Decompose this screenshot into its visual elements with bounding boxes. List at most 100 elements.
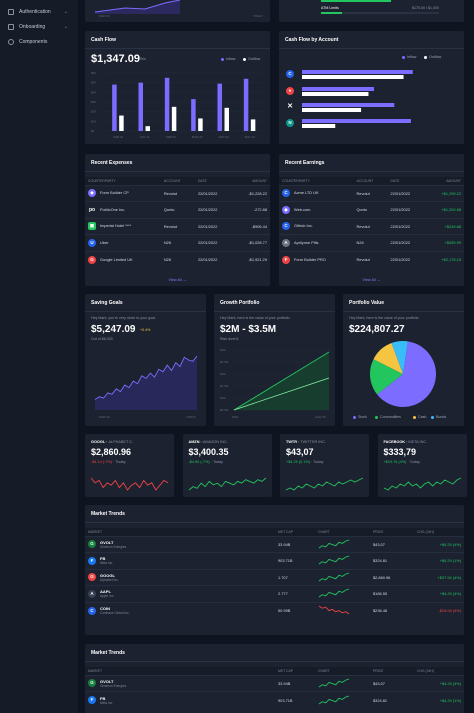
- lock-icon: [8, 9, 14, 15]
- market-price: $324.81: [370, 552, 414, 569]
- divider: [343, 311, 464, 312]
- date: 22/01/2022: [194, 184, 234, 202]
- table-row[interactable]: U Uber N26 22/01/2022 -$1,028.77: [85, 234, 270, 251]
- table-row[interactable]: C COIN Coinbase Global Inc. 50.99B $236.48…: [85, 601, 464, 619]
- x-tick-label: FEB 22: [113, 135, 123, 139]
- market-cap: 903.71B: [275, 691, 315, 708]
- savings-change: +0.4%: [140, 328, 151, 332]
- account: Qonto: [160, 201, 195, 218]
- market-cap: 2.777: [275, 585, 315, 602]
- y-tick-label: $0.5M: [220, 408, 229, 412]
- col-header: DATE: [194, 177, 234, 185]
- view-all-link[interactable]: View All →: [168, 278, 187, 282]
- bar-inflow: [164, 77, 170, 131]
- stock-card-amzn[interactable]: AMZN · AMAZON INC. $3,400.35 -$4.90 (-7%…: [182, 434, 272, 497]
- date: 22/01/2022: [387, 184, 426, 202]
- card-title: Cash Flow: [91, 37, 117, 43]
- table-row[interactable]: F FB Meta Inc. 903.71B $324.81 +$4.29 (1%): [85, 552, 464, 569]
- table-row[interactable]: G GVOLT Givemon Energies 33.94B $43,07 +$4…: [85, 535, 464, 553]
- stock-price: $43,07: [286, 447, 314, 457]
- table-row[interactable]: G GOOGL Alphabet Inc. 1.707 $2,860.96 +$37…: [85, 568, 464, 586]
- sidebar-item-components[interactable]: Components: [0, 36, 78, 48]
- table-row[interactable]: ◆ Form Builder CP Revolut 22/01/2022 -$1,228…: [85, 184, 270, 202]
- market-trends-card: Market Trends MARKET MKT CAP CHART PRICE CHG…: [85, 505, 464, 635]
- growth-area-chart: $3M $2.5M $2M $1.5M $1M $0.5M: [220, 348, 330, 412]
- y-tick-label: $3K: [91, 100, 96, 104]
- stock-symbol: TWTR · TWITTER INC.: [286, 440, 326, 444]
- stock-sparkline: [285, 477, 364, 491]
- table-row[interactable]: ▣ Imperial Hotel **** Revolut 22/01/2022 -$9…: [85, 217, 270, 235]
- trend-sparkline: [318, 588, 350, 598]
- sidebar-item-label: Components: [19, 39, 48, 45]
- divider: [85, 661, 464, 662]
- account: Revolut: [160, 217, 195, 235]
- amount: -$1,228.22: [233, 184, 270, 202]
- bar-inflow: [191, 99, 196, 131]
- market-change: +$4.29 (4%): [414, 585, 464, 602]
- market-logo-icon: G: [88, 573, 96, 582]
- upper-line: [233, 351, 330, 411]
- market-price: $186.55: [370, 585, 414, 602]
- growth-portfolio-card: Growth Portfolio Hey Mark, here is the v…: [214, 294, 335, 426]
- date: 22/01/2022: [387, 250, 426, 268]
- counterparty: Imperial Hotel ****: [100, 223, 132, 229]
- risk-level: Risk level 8: [220, 337, 239, 341]
- growth-value: $2M - $3.5M: [220, 324, 277, 335]
- sparkline-path: [318, 695, 350, 704]
- amount: -$1,921.29: [233, 250, 270, 268]
- stock-price: $2,860.96: [91, 447, 132, 457]
- date: 22/01/2022: [387, 201, 426, 218]
- stock-change: +$19.76 (4%) · Today: [383, 460, 420, 464]
- pie-slice-stock: [377, 341, 436, 407]
- col-header: MARKET: [85, 667, 275, 675]
- stock-price: $333,79: [383, 447, 417, 457]
- table-row[interactable]: F Form Builder PRO Revolut 22/01/2022 +$2,17…: [279, 250, 464, 268]
- market-price: $236.48: [370, 601, 414, 619]
- table-row[interactable]: A AAPL Apple Inc. 2.777 $186.55 +$4.29 (4%…: [85, 585, 464, 602]
- market-change: -$24.06 (4%): [414, 601, 464, 619]
- sparkline-path: [90, 477, 169, 491]
- saving-goals-card: Saving Goals Hey Mark, you're very close…: [85, 294, 206, 426]
- uber-icon: U: [88, 238, 96, 247]
- sidebar-item-onboarding[interactable]: Onboarding ⌄: [0, 21, 78, 33]
- sidebar-item-label: Authentication: [19, 9, 51, 15]
- stock-card-twtr[interactable]: TWTR · TWITTER INC. $43,07 +$4.29 (0.1%)…: [280, 434, 369, 497]
- table-row[interactable]: po PublicOne Inc. Qonto 22/01/2022 -272.88: [85, 201, 270, 218]
- market-name: Givemon Energies: [100, 683, 127, 688]
- stock-card-facebook[interactable]: FACEBOOK · META INC. $333,79 +$19.76 (4%…: [377, 434, 467, 497]
- x-tick-label: MAY 22: [245, 135, 256, 139]
- card-title: Portfolio Value: [349, 300, 385, 306]
- account: N26: [160, 250, 195, 268]
- account: N26: [353, 234, 388, 251]
- table-row[interactable]: C Acme LTD UK Revolut 22/01/2022 +$1,299.22: [279, 184, 464, 202]
- table-row[interactable]: A Aprilynne Pills N26 22/01/2022 +$499.99: [279, 234, 464, 251]
- table-row[interactable]: G Google Limited UK N26 22/01/2022 -$1,921.2…: [85, 250, 270, 268]
- market-change: +$4.29 (1%): [414, 691, 464, 708]
- bar-inflow: [302, 87, 374, 91]
- stock-change: -$4.90 (-7%) · Today: [188, 460, 224, 464]
- market-cap: 50.99B: [275, 601, 315, 619]
- table-row[interactable]: ◆ Web.com Qonto 22/01/2022 +$1,200.88: [279, 201, 464, 218]
- market-price: $2,860.96: [370, 568, 414, 586]
- savings-value: $5,247.09: [91, 324, 136, 335]
- bar-inflow: [243, 78, 249, 131]
- atm-progress-track: [321, 12, 439, 14]
- market-change: +$4.29 (4%): [414, 674, 464, 692]
- progress-bar: [321, 0, 391, 2]
- sidebar-item-authentication[interactable]: Authentication ⌄: [0, 6, 78, 18]
- amount: -$1,028.77: [233, 234, 270, 251]
- table-row[interactable]: F FB Meta Inc. 903.71B $324.81 +$4.29 (1%): [85, 691, 464, 708]
- table-row[interactable]: G GVOLT Givemon Energies 33.94B $43,07 +$4…: [85, 674, 464, 692]
- stock-card-googl[interactable]: GOOGL · ALPHABET C. $2,860.96 -$4.14 (-7…: [85, 434, 174, 497]
- sparkline-path: [318, 539, 350, 549]
- stock-symbol: GOOGL · ALPHABET C.: [91, 440, 134, 444]
- table-row[interactable]: C Github Inc. Revolut 22/01/2022 +$249.88: [279, 217, 464, 235]
- sparkline-path: [188, 477, 266, 491]
- view-all-link[interactable]: View All →: [362, 278, 381, 282]
- chevron-down-icon: ⌄: [63, 9, 68, 15]
- account: Revolut: [353, 184, 388, 202]
- amount: +$2,178.15: [425, 250, 464, 268]
- stock-sparkline: [90, 477, 169, 491]
- table-header: COUNTERPARTY ACCOUNT DATE AMOUNT: [279, 177, 464, 185]
- market-symbol: FB: [100, 695, 106, 701]
